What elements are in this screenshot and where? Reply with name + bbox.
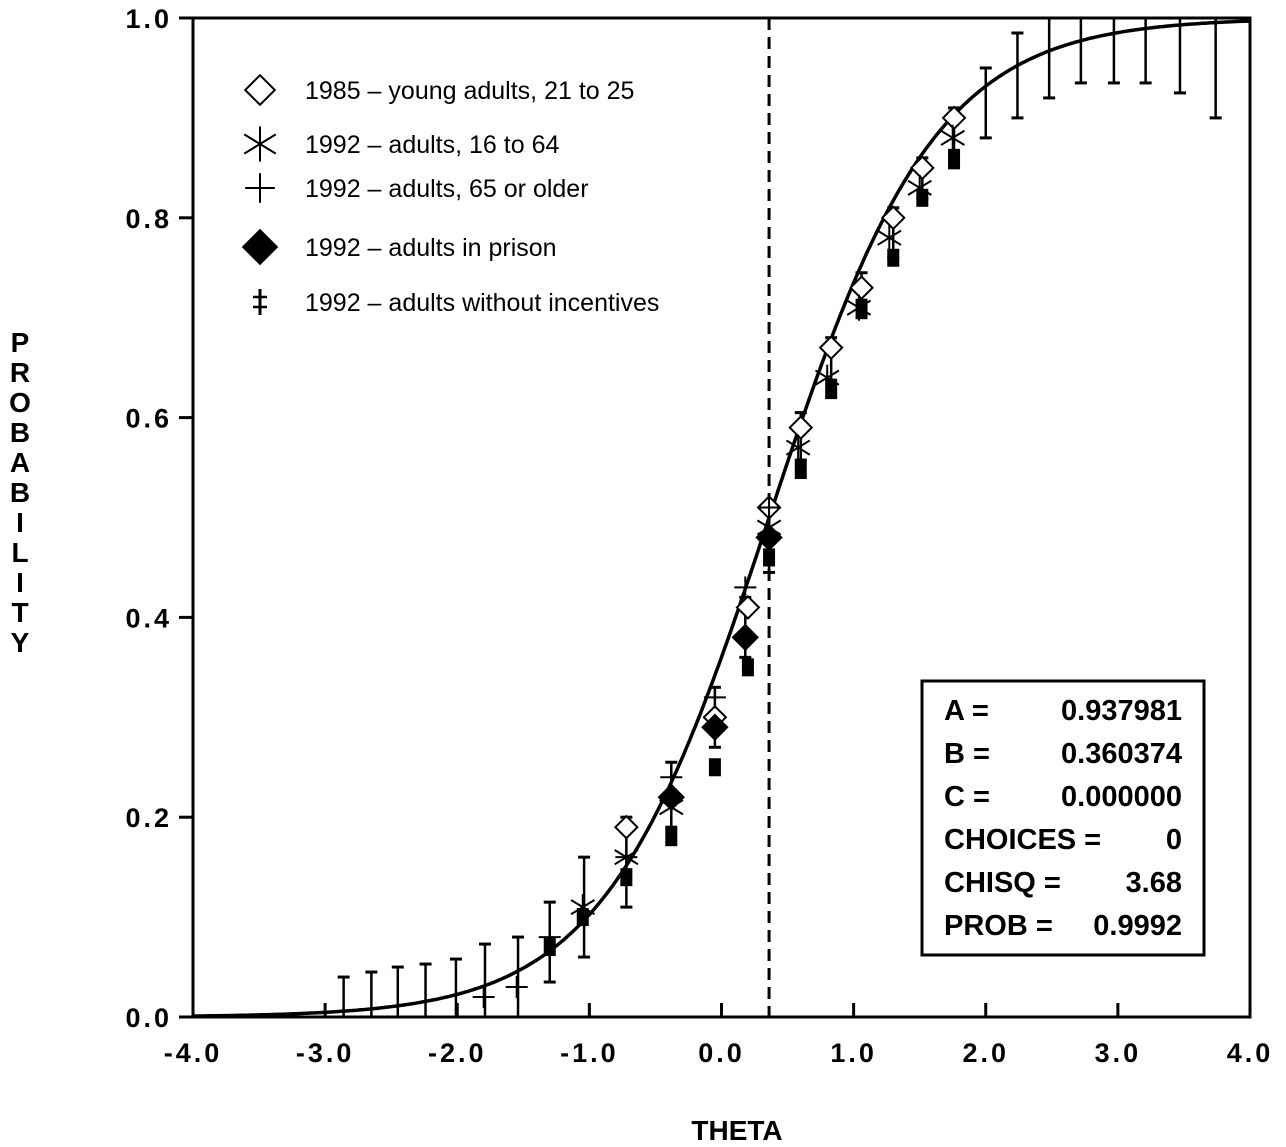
x-tick-label: -3.0 — [296, 1038, 355, 1068]
legend-item: 1992 – adults, 65 or older — [245, 173, 589, 203]
marker-double-dagger — [253, 289, 267, 315]
parameter-value: 0.000000 — [1061, 781, 1182, 813]
x-tick-label: 4.0 — [1227, 1038, 1274, 1068]
marker-plus — [615, 846, 638, 869]
y-tick-label: 0.8 — [125, 204, 172, 234]
marker-diamond-filled — [701, 713, 729, 741]
legend-label: 1992 – adults, 16 to 64 — [305, 131, 559, 159]
legend-item: 1992 – adults, 16 to 64 — [243, 126, 559, 162]
x-tick-label: 1.0 — [830, 1038, 877, 1068]
marker-double-dagger — [825, 378, 838, 397]
x-tick-label: -2.0 — [428, 1038, 487, 1068]
marker-diamond-open — [909, 155, 935, 181]
y-tick-label: 0.2 — [125, 803, 172, 833]
marker-plus — [758, 496, 781, 519]
marker-plus — [472, 986, 495, 1009]
x-axis-title: THETA — [691, 1115, 782, 1146]
marker-double-dagger — [620, 868, 633, 887]
marker-asterisk — [940, 124, 965, 151]
marker-diamond-open — [941, 105, 967, 131]
marker-plus — [505, 976, 528, 999]
legend-item: 1992 – adults without incentives — [253, 289, 659, 317]
parameter-box: A = 0.937981 B = 0.360374 C = 0.000000 CHOICES… — [920, 679, 1206, 957]
marker-asterisk — [877, 224, 902, 251]
marker-double-dagger — [887, 248, 900, 267]
legend-item: 1985 – young adults, 21 to 25 — [243, 73, 634, 107]
y-axis-title-letter: L — [11, 537, 28, 568]
y-axis-title-letter: B — [10, 477, 30, 508]
y-axis-title-letter: P — [11, 327, 30, 358]
x-tick-label: 2.0 — [962, 1038, 1009, 1068]
y-tick-label: 1.0 — [125, 4, 172, 34]
marker-diamond-filled — [241, 228, 279, 266]
legend: 1985 – young adults, 21 to 25 1992 – adul… — [241, 73, 659, 317]
marker-diamond-open — [243, 73, 277, 107]
marker-diamond-open — [735, 594, 761, 620]
parameter-value: 0.9992 — [1093, 910, 1182, 942]
parameter-value: 0.360374 — [1061, 738, 1182, 770]
legend-item: 1992 – adults in prison — [241, 228, 557, 266]
fitted-curve-group — [193, 19, 1251, 1018]
marker-double-dagger — [948, 148, 961, 167]
y-axis-title-letter: O — [9, 387, 31, 418]
parameter-label: CHISQ = — [944, 867, 1061, 899]
legend-label: 1992 – adults in prison — [305, 234, 557, 262]
marker-diamond-open — [788, 415, 814, 441]
parameter-label: PROB = — [944, 910, 1053, 942]
marker-double-dagger — [794, 458, 807, 477]
legend-label: 1985 – young adults, 21 to 25 — [305, 77, 634, 105]
fitted-icc-curve — [193, 19, 1251, 1018]
parameter-value: 0 — [1166, 824, 1182, 856]
marker-asterisk — [243, 126, 277, 162]
parameter-value: 0.937981 — [1061, 695, 1182, 727]
marker-double-dagger — [741, 658, 754, 677]
y-axis-title-letter: A — [10, 447, 30, 478]
marker-double-dagger — [855, 298, 868, 317]
legend-label: 1992 – adults without incentives — [305, 289, 659, 317]
marker-plus — [703, 686, 726, 709]
y-tick-label: 0.6 — [125, 404, 172, 434]
parameter-label: CHOICES = — [944, 824, 1101, 856]
y-tick-label: 0.4 — [125, 603, 172, 633]
y-axis-title-letter: T — [11, 597, 28, 628]
data-points — [472, 105, 967, 1009]
x-tick-label: -4.0 — [164, 1038, 223, 1068]
marker-diamond-open — [613, 814, 639, 840]
marker-diamond-filled — [731, 623, 759, 652]
y-axis-title-letter: B — [10, 417, 30, 448]
marker-double-dagger — [576, 908, 589, 927]
marker-diamond-open — [818, 335, 844, 361]
marker-double-dagger — [708, 758, 721, 777]
marker-double-dagger — [763, 548, 776, 567]
marker-plus — [734, 576, 757, 599]
y-axis-title-letter: Y — [11, 627, 30, 658]
marker-diamond-filled — [657, 783, 685, 811]
marker-asterisk — [785, 434, 811, 461]
y-axis-title-letter: R — [10, 357, 30, 388]
y-axis-title-letter: I — [16, 507, 24, 538]
legend-label: 1992 – adults, 65 or older — [305, 175, 589, 203]
x-tick-label: 3.0 — [1095, 1038, 1142, 1068]
x-tick-label: -1.0 — [560, 1038, 619, 1068]
marker-double-dagger — [665, 828, 678, 847]
parameter-value: 3.68 — [1126, 867, 1182, 899]
marker-double-dagger — [543, 938, 556, 957]
x-tick-label: 0.0 — [698, 1038, 745, 1068]
parameter-label: B = — [944, 738, 990, 770]
parameter-box-border — [920, 679, 1206, 957]
y-tick-label: 0.0 — [125, 1003, 172, 1033]
marker-diamond-open — [880, 205, 906, 231]
marker-plus — [245, 173, 275, 203]
x-axis-ticks: -4.0 -3.0 -2.0 -1.0 0.0 1.0 2.0 3.0 4.0 — [164, 1003, 1274, 1068]
y-axis-title-letter: I — [16, 567, 24, 598]
marker-double-dagger — [916, 188, 929, 207]
parameter-label: A = — [944, 695, 989, 727]
parameter-label: C = — [944, 781, 990, 813]
y-axis-ticks: 0.0 0.2 0.4 0.6 0.8 1.0 — [125, 4, 193, 1033]
